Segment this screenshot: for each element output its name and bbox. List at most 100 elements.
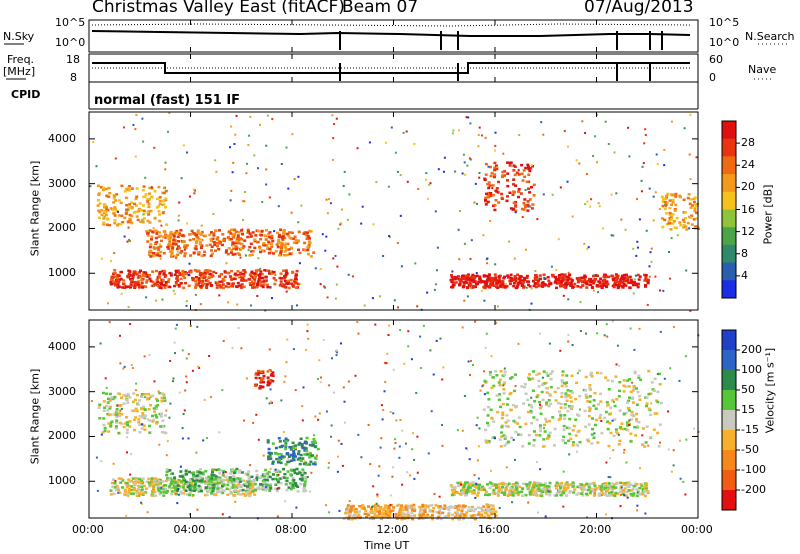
data-cell — [365, 512, 369, 516]
data-cell — [486, 276, 490, 279]
noise-cell — [427, 452, 430, 455]
data-cell — [639, 483, 643, 486]
data-cell — [575, 493, 579, 496]
data-cell — [120, 214, 124, 218]
data-cell — [267, 240, 271, 244]
data-cell — [260, 273, 264, 276]
data-cell — [486, 503, 490, 507]
data-cell — [532, 438, 536, 442]
data-cell — [192, 475, 196, 478]
data-cell — [453, 275, 457, 279]
data-cell — [510, 436, 514, 439]
data-cell — [229, 275, 233, 279]
data-cell — [157, 185, 161, 189]
data-cell — [517, 188, 521, 191]
data-cell — [277, 478, 281, 481]
noise-cell — [575, 159, 578, 162]
data-cell — [271, 477, 275, 481]
noise-cell — [493, 149, 496, 152]
data-cell — [184, 469, 188, 472]
data-cell — [98, 417, 102, 420]
data-cell — [634, 434, 638, 437]
data-cell — [199, 489, 203, 493]
data-cell — [598, 485, 601, 488]
data-cell — [239, 286, 243, 289]
data-cell — [266, 370, 270, 373]
noise-cell — [303, 460, 306, 463]
data-cell — [420, 508, 424, 511]
data-cell — [254, 234, 258, 237]
noise-cell — [306, 323, 309, 326]
noise-cell — [484, 346, 487, 349]
data-cell — [235, 490, 239, 493]
data-cell — [122, 282, 125, 285]
data-cell — [513, 173, 517, 177]
data-cell — [426, 513, 430, 517]
noise-cell — [305, 348, 308, 351]
noise-cell — [182, 144, 185, 147]
data-cell — [527, 442, 531, 445]
data-cell — [536, 394, 540, 397]
data-cell — [618, 389, 621, 393]
data-cell — [284, 437, 288, 440]
noise-cell — [340, 222, 343, 225]
data-cell — [627, 489, 631, 492]
noise-cell — [483, 393, 486, 396]
data-cell — [197, 238, 201, 241]
data-cell — [168, 250, 172, 253]
data-cell — [305, 463, 309, 466]
data-cell — [167, 247, 171, 250]
data-cell — [457, 507, 460, 510]
data-cell — [466, 509, 470, 512]
data-cell — [214, 487, 218, 490]
data-cell — [248, 494, 251, 498]
data-cell — [506, 419, 510, 422]
data-cell — [537, 487, 541, 490]
data-cell — [539, 429, 543, 433]
data-cell — [243, 271, 247, 274]
data-cell — [502, 285, 506, 289]
data-cell — [632, 386, 636, 390]
data-cell — [634, 283, 638, 287]
data-cell — [140, 485, 144, 488]
data-cell — [508, 164, 512, 167]
data-cell — [373, 504, 377, 507]
data-cell — [100, 209, 104, 212]
data-cell — [262, 283, 266, 286]
data-cell — [259, 476, 262, 480]
data-cell — [292, 450, 296, 453]
noise-cell — [141, 219, 144, 221]
data-cell — [265, 484, 268, 488]
data-cell — [272, 276, 276, 280]
data-cell — [594, 418, 598, 422]
data-cell — [490, 510, 494, 514]
data-cell — [423, 509, 427, 512]
noise-cell — [181, 437, 184, 440]
data-cell — [487, 181, 491, 184]
data-cell — [491, 184, 495, 187]
noise-cell — [396, 242, 399, 244]
noise-cell — [143, 355, 146, 358]
data-cell — [517, 433, 520, 436]
noise-cell — [230, 189, 233, 192]
data-cell — [512, 183, 515, 186]
data-cell — [181, 269, 185, 273]
data-cell — [183, 276, 187, 279]
x-tick-label: 12:00 — [376, 523, 409, 536]
data-cell — [176, 484, 180, 487]
data-cell — [136, 218, 140, 222]
data-cell — [240, 484, 244, 487]
data-cell — [290, 237, 294, 240]
noise-cell — [134, 128, 137, 131]
data-cell — [140, 479, 144, 482]
data-cell — [485, 192, 488, 196]
data-cell — [219, 486, 223, 490]
data-cell — [314, 441, 317, 445]
data-cell — [590, 442, 594, 445]
data-cell — [169, 234, 172, 238]
data-cell — [204, 470, 208, 473]
data-cell — [624, 494, 628, 497]
data-cell — [538, 400, 541, 404]
data-cell — [188, 493, 191, 497]
data-cell — [205, 270, 209, 273]
